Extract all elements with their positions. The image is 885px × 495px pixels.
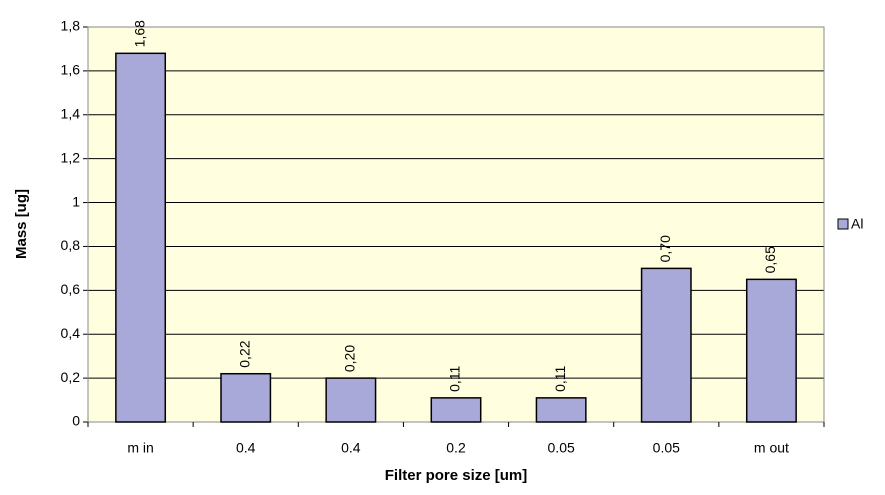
bar bbox=[430, 397, 482, 423]
y-tick-label: 0,2 bbox=[61, 369, 81, 385]
x-axis-title: Filter pore size [um] bbox=[385, 467, 528, 484]
x-tick-label: 0.4 bbox=[236, 440, 256, 456]
x-tick-label: m in bbox=[127, 440, 153, 456]
bar bbox=[115, 52, 167, 423]
plot-area bbox=[88, 27, 824, 422]
x-tick-label: 0.05 bbox=[548, 440, 575, 456]
legend-swatch bbox=[837, 218, 849, 230]
x-tick-label: m out bbox=[754, 440, 789, 456]
x-tick-label: 0.2 bbox=[446, 440, 466, 456]
x-tick-label: 0.4 bbox=[341, 440, 361, 456]
y-tick-label: 1,2 bbox=[61, 149, 81, 165]
x-tick-label: 0.05 bbox=[653, 440, 680, 456]
data-label: 1,68 bbox=[131, 20, 147, 47]
bar bbox=[745, 278, 797, 423]
y-tick-label: 0,6 bbox=[61, 281, 81, 297]
y-tick-label: 1,4 bbox=[61, 105, 81, 121]
data-label: 0,20 bbox=[342, 345, 358, 372]
data-label: 0,11 bbox=[552, 365, 568, 391]
y-tick-label: 0,4 bbox=[61, 325, 81, 341]
y-tick-label: 1,6 bbox=[61, 62, 81, 78]
y-tick-label: 0,8 bbox=[61, 237, 81, 253]
data-label: 0,22 bbox=[236, 340, 252, 367]
legend-label: Al bbox=[851, 216, 863, 232]
y-tick-label: 1 bbox=[72, 193, 80, 209]
y-tick-label: 0 bbox=[72, 413, 80, 429]
y-axis-title: Mass [ug] bbox=[13, 189, 30, 259]
bar bbox=[325, 377, 377, 423]
y-tick-label: 1,8 bbox=[61, 18, 81, 34]
data-label: 0,65 bbox=[762, 246, 778, 273]
bar bbox=[535, 397, 587, 423]
bar bbox=[640, 267, 692, 423]
data-label: 0,70 bbox=[657, 235, 673, 262]
bar bbox=[220, 372, 272, 423]
data-label: 0,11 bbox=[447, 365, 463, 391]
